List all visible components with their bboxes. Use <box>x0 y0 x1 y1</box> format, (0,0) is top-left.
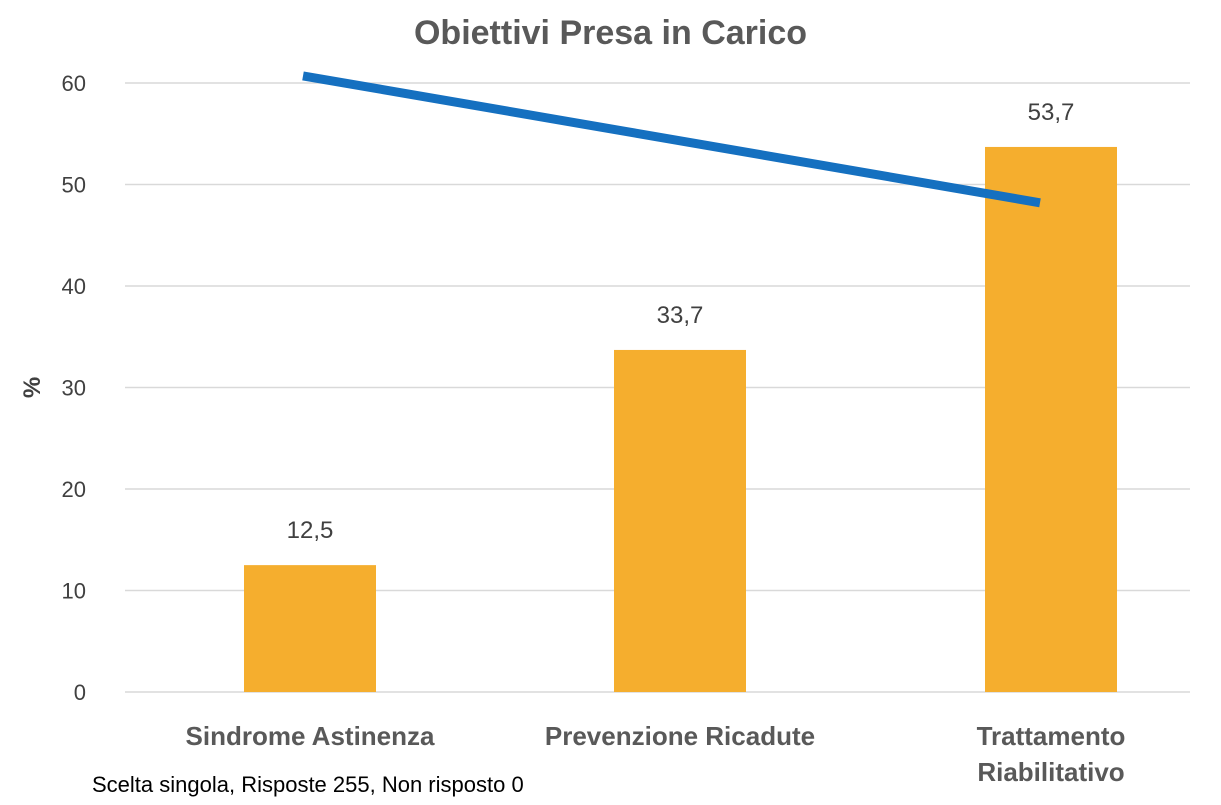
x-tick-label: Prevenzione Ricadute <box>545 721 815 751</box>
y-tick-label: 40 <box>62 274 86 299</box>
y-tick-label: 60 <box>62 71 86 96</box>
x-tick-label: Trattamento <box>977 721 1126 751</box>
y-tick-label: 20 <box>62 477 86 502</box>
y-tick-label: 30 <box>62 376 86 401</box>
bar <box>614 349 746 692</box>
x-tick-label: Sindrome Astinenza <box>186 721 436 751</box>
trend-line <box>302 71 1041 208</box>
data-label: 33,7 <box>657 302 704 329</box>
y-tick-label: 0 <box>74 680 86 705</box>
y-axis-label: % <box>19 377 46 398</box>
y-tick-label: 50 <box>62 173 86 198</box>
bar <box>985 146 1117 692</box>
data-label: 12,5 <box>287 517 334 544</box>
y-tick-label: 10 <box>62 579 86 604</box>
data-label: 53,7 <box>1028 99 1075 126</box>
chart-footnote: Scelta singola, Risposte 255, Non rispos… <box>92 772 524 797</box>
bar <box>244 565 376 692</box>
chart-title: Obiettivi Presa in Carico <box>413 14 808 52</box>
x-tick-label: Riabilitativo <box>977 757 1124 787</box>
